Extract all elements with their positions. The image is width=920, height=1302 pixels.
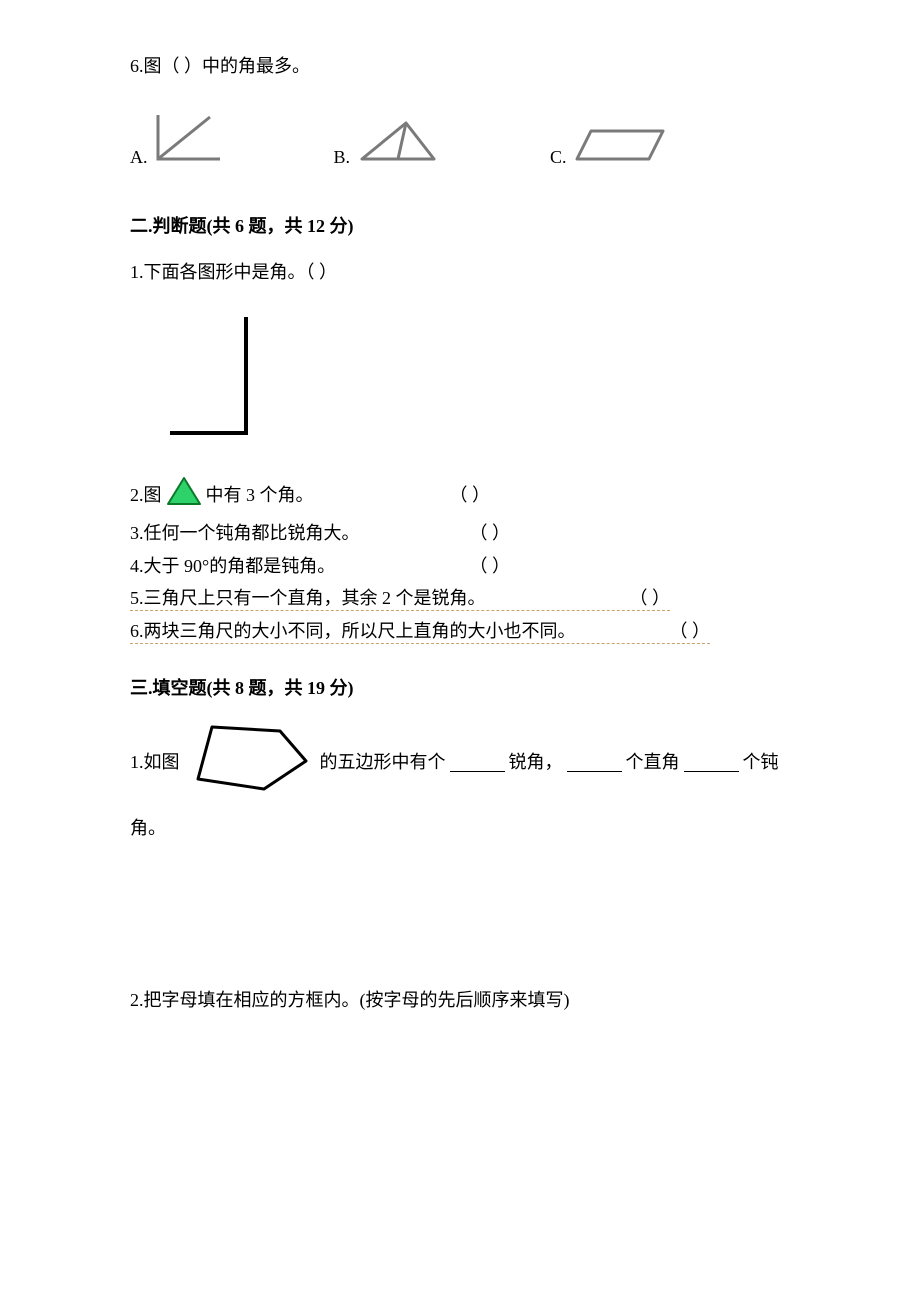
- section2-heading: 二.判断题(共 6 题，共 12 分): [130, 212, 790, 241]
- s2-q3-text: 3.任何一个钝角都比锐角大。: [130, 519, 360, 548]
- choice-C: C.: [550, 127, 667, 172]
- s3-q1-mid1: 的五边形中有个: [320, 748, 446, 777]
- blank-input[interactable]: [567, 753, 622, 772]
- choice-B-label: B.: [334, 143, 351, 172]
- q6-text: 6.图（ ）中的角最多。: [130, 52, 790, 81]
- s2-q4-paren: （ ）: [470, 552, 511, 581]
- s2-q4-text: 4.大于 90°的角都是钝角。: [130, 552, 335, 581]
- choice-A: A.: [130, 111, 224, 172]
- s2-q6-paren: （ ）: [670, 617, 711, 646]
- s3-q1-mid3: 个直角: [626, 748, 680, 777]
- s3-q1-tail: 角。: [130, 814, 790, 843]
- choice-B: B.: [334, 119, 441, 172]
- s3-q1-prefix: 1.如图: [130, 748, 180, 777]
- s2-q2-suffix: 中有 3 个角。: [206, 481, 314, 510]
- s2-q2-prefix: 2.图: [130, 481, 162, 510]
- s2-q5-text: 5.三角尺上只有一个直角，其余 2 个是锐角。: [130, 584, 486, 613]
- q6-choices: A. B. C.: [130, 111, 790, 172]
- s2-q5-paren: （ ）: [630, 584, 671, 613]
- parallelogram-figure-icon: [573, 127, 667, 172]
- right-angle-figure-icon: [150, 317, 790, 446]
- s3-q1-mid4: 个钝: [743, 748, 779, 777]
- choice-A-label: A.: [130, 143, 148, 172]
- s2-q1-text: 1.下面各图形中是角。（ ）: [130, 258, 790, 287]
- angle-figure-icon: [154, 111, 224, 172]
- blank-input[interactable]: [684, 753, 739, 772]
- choice-C-label: C.: [550, 143, 567, 172]
- s2-q2-paren: （ ）: [450, 481, 491, 510]
- s2-q3-paren: （ ）: [470, 519, 511, 548]
- triangle-figure-icon: [356, 119, 440, 172]
- green-triangle-icon: [166, 476, 202, 515]
- pentagon-figure-icon: [190, 723, 310, 802]
- blank-input[interactable]: [450, 753, 505, 772]
- s3-q2-text: 2.把字母填在相应的方框内。(按字母的先后顺序来填写): [130, 986, 790, 1015]
- section3-heading: 三.填空题(共 8 题，共 19 分): [130, 674, 790, 703]
- s3-q1-mid2: 锐角，: [509, 748, 563, 777]
- s2-q6-text: 6.两块三角尺的大小不同，所以尺上直角的大小也不同。: [130, 617, 576, 646]
